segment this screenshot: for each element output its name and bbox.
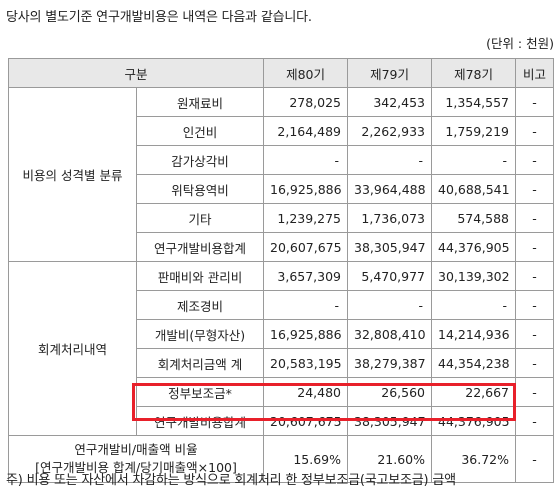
cell-p79: 2,262,933 — [347, 116, 433, 146]
cell-p79: 38,305,947 — [347, 232, 433, 262]
cell-note: - — [515, 290, 555, 320]
cell-p79: 26,560 — [347, 377, 433, 407]
cell-p80: 3,657,309 — [263, 261, 349, 291]
table-row: 비용의 성격별 분류 원재료비 278,025 342,453 1,354,55… — [8, 87, 555, 262]
cell-note: - — [515, 203, 555, 233]
cell-note: - — [515, 116, 555, 146]
table-header-row: 구분 제80기 제79기 제78기 비고 — [7, 58, 555, 88]
cell-p80: - — [263, 290, 349, 320]
ratio-label-line2: [연구개발비용 합계/당기매출액×100] — [35, 460, 237, 475]
cell-note: - — [515, 261, 555, 291]
ratio-label: 연구개발비/매출액 비율 [연구개발비용 합계/당기매출액×100] — [7, 435, 265, 483]
cell-note: - — [515, 87, 555, 117]
cell-p79: - — [347, 290, 433, 320]
cell-p78: 1,354,557 — [431, 87, 517, 117]
cell-p80: 20,583,195 — [263, 348, 349, 378]
cell-p78: 22,667 — [431, 377, 517, 407]
section-label-by-nature: 비용의 성격별 분류 — [8, 87, 137, 262]
ratio-p79: 21.60% — [347, 435, 433, 483]
section-label-accounting: 회계처리내역 — [8, 261, 137, 436]
ratio-label-line1: 연구개발비/매출액 비율 — [74, 442, 198, 457]
row-item: 제조경비 — [135, 290, 265, 320]
table-row: 연구개발비용합계 20,607,675 38,305,947 44,376,90… — [9, 232, 555, 262]
cell-p79: - — [347, 145, 433, 175]
cell-p78: 30,139,302 — [431, 261, 517, 291]
cell-p78: - — [431, 145, 517, 175]
cell-note: - — [515, 406, 555, 436]
cell-p80: 24,480 — [263, 377, 349, 407]
row-item: 원재료비 — [135, 87, 265, 117]
intro-text: 당사의 별도기준 연구개발비용은 내역은 다음과 같습니다. — [6, 10, 312, 25]
row-item: 정부보조금* — [135, 377, 265, 407]
cell-p79: 38,305,947 — [347, 406, 433, 436]
row-item: 연구개발비용합계 — [135, 406, 265, 436]
row-item: 인건비 — [135, 116, 265, 146]
cell-p80: - — [263, 145, 349, 175]
cell-p80: 1,239,275 — [263, 203, 349, 233]
cell-note: - — [515, 377, 555, 407]
header-note: 비고 — [515, 58, 555, 88]
cell-p79: 32,808,410 — [347, 319, 433, 349]
rnd-expense-table: 구분 제80기 제79기 제78기 비고 비용의 성격별 분류 원재료비 278… — [7, 58, 555, 483]
cell-p78: - — [431, 290, 517, 320]
row-item: 판매비와 관리비 — [135, 261, 265, 291]
cell-p80: 2,164,489 — [263, 116, 349, 146]
row-item: 위탁용역비 — [135, 174, 265, 204]
cell-p79: 33,964,488 — [347, 174, 433, 204]
cell-p78: 44,376,905 — [431, 406, 517, 436]
row-item: 기타 — [135, 203, 265, 233]
cell-p78: 14,214,936 — [431, 319, 517, 349]
cell-p78: 44,376,905 — [431, 232, 517, 262]
cell-p78: 574,588 — [431, 203, 517, 233]
unit-label: (단위 : 천원) — [486, 36, 554, 51]
ratio-p78: 36.72% — [431, 435, 517, 483]
cell-p80: 278,025 — [263, 87, 349, 117]
cell-note: - — [515, 232, 555, 262]
ratio-p80: 15.69% — [263, 435, 349, 483]
cell-note: - — [515, 348, 555, 378]
cell-p80: 20,607,675 — [263, 232, 349, 262]
cell-p78: 1,759,219 — [431, 116, 517, 146]
ratio-note: - — [515, 435, 555, 483]
row-item: 연구개발비용합계 — [135, 232, 265, 262]
header-period-79: 제79기 — [347, 58, 433, 88]
cell-p80: 20,607,675 — [263, 406, 349, 436]
header-period-80: 제80기 — [263, 58, 349, 88]
row-item: 개발비(무형자산) — [135, 319, 265, 349]
header-period-78: 제78기 — [431, 58, 517, 88]
header-category: 구분 — [7, 58, 265, 88]
row-item: 감가상각비 — [135, 145, 265, 175]
table-row: 인건비 2,164,489 2,262,933 1,759,219 - — [9, 116, 555, 146]
table-row: 제조경비 - - - - — [9, 290, 555, 320]
cell-p79: 38,279,387 — [347, 348, 433, 378]
table-row: 회계처리금액 계 20,583,195 38,279,387 44,354,23… — [9, 348, 555, 378]
cell-p79: 1,736,073 — [347, 203, 433, 233]
table-row-highlighted: 연구개발비용합계 20,607,675 38,305,947 44,376,90… — [9, 406, 555, 436]
table-row: 회계처리내역 판매비와 관리비 3,657,309 5,470,977 30,1… — [8, 261, 555, 436]
cell-p78: 40,688,541 — [431, 174, 517, 204]
cell-note: - — [515, 145, 555, 175]
cell-p79: 342,453 — [347, 87, 433, 117]
cell-note: - — [515, 174, 555, 204]
footnote: 주) 비용 또는 자산에서 차감하는 방식으로 회계처리 한 정부보조금(국고보… — [6, 473, 456, 488]
row-item: 회계처리금액 계 — [135, 348, 265, 378]
cell-p80: 16,925,886 — [263, 174, 349, 204]
cell-p80: 16,925,886 — [263, 319, 349, 349]
ratio-row: 연구개발비/매출액 비율 [연구개발비용 합계/당기매출액×100] 15.69… — [7, 435, 555, 483]
cell-p79: 5,470,977 — [347, 261, 433, 291]
table-row: 정부보조금* 24,480 26,560 22,667 - — [9, 377, 555, 407]
cell-p78: 44,354,238 — [431, 348, 517, 378]
cell-note: - — [515, 319, 555, 349]
